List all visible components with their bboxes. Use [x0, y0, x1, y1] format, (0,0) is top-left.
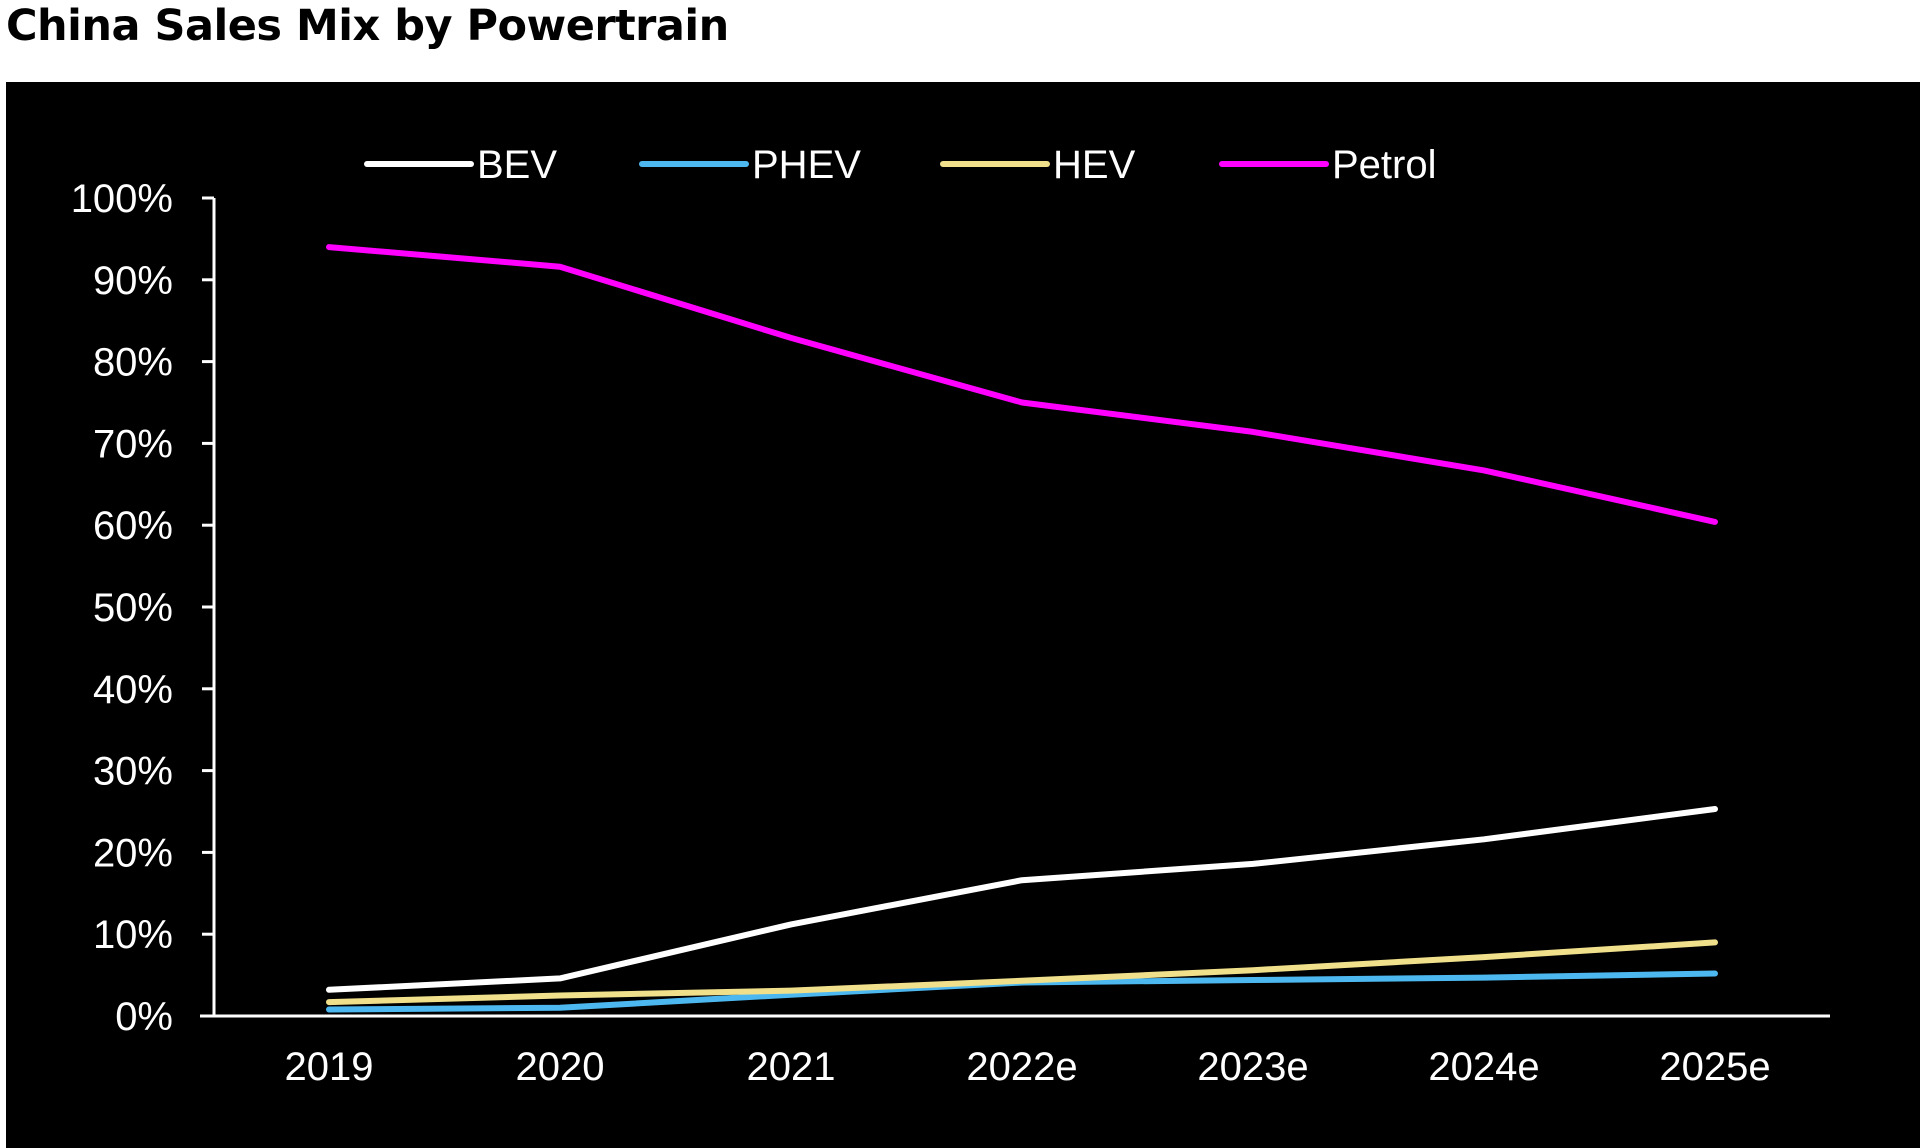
series-line-petrol	[326, 244, 1718, 525]
y-tick-label: 70%	[93, 422, 173, 466]
legend-label-phev: PHEV	[752, 143, 861, 187]
x-tick-label: 2025e	[1659, 1045, 1770, 1089]
y-tick-label: 0%	[115, 995, 173, 1039]
series-line-bev	[326, 806, 1718, 993]
axes-group: 0% 10% 20% 30% 40% 50% 60% 70% 80% 90% 100% 2019 202…	[71, 177, 1830, 1089]
y-tick-label: 50%	[93, 586, 173, 630]
x-tick-label: 2022e	[966, 1045, 1077, 1089]
y-tick-label: 90%	[93, 259, 173, 303]
x-tick-label: 2023e	[1197, 1045, 1308, 1089]
chart-svg: 0% 10% 20% 30% 40% 50% 60% 70% 80% 90% 100% 2019 202…	[71, 143, 1830, 1089]
x-tick-label: 2021	[747, 1045, 836, 1089]
x-tick-label: 2019	[285, 1045, 374, 1089]
legend-label-bev: BEV	[477, 143, 557, 187]
y-tick-label: 30%	[93, 750, 173, 794]
series-group	[326, 244, 1718, 1013]
y-tick-label: 100%	[71, 177, 173, 221]
legend-label-hev: HEV	[1053, 143, 1136, 187]
x-tick-label: 2020	[516, 1045, 605, 1089]
y-tick-label: 60%	[93, 504, 173, 548]
y-tick-label: 40%	[93, 668, 173, 712]
series-line-hev	[326, 939, 1718, 1006]
y-tick-label: 80%	[93, 341, 173, 385]
legend-label-petrol: Petrol	[1332, 143, 1437, 187]
x-tick-label: 2024e	[1428, 1045, 1539, 1089]
chart-panel: 0% 10% 20% 30% 40% 50% 60% 70% 80% 90% 100% 2019 202…	[6, 82, 1920, 1148]
page-title: China Sales Mix by Powertrain	[6, 1, 729, 51]
legend: BEV PHEV HEV Petrol	[364, 143, 1437, 187]
y-tick-label: 10%	[93, 913, 173, 957]
y-tick-label: 20%	[93, 831, 173, 875]
